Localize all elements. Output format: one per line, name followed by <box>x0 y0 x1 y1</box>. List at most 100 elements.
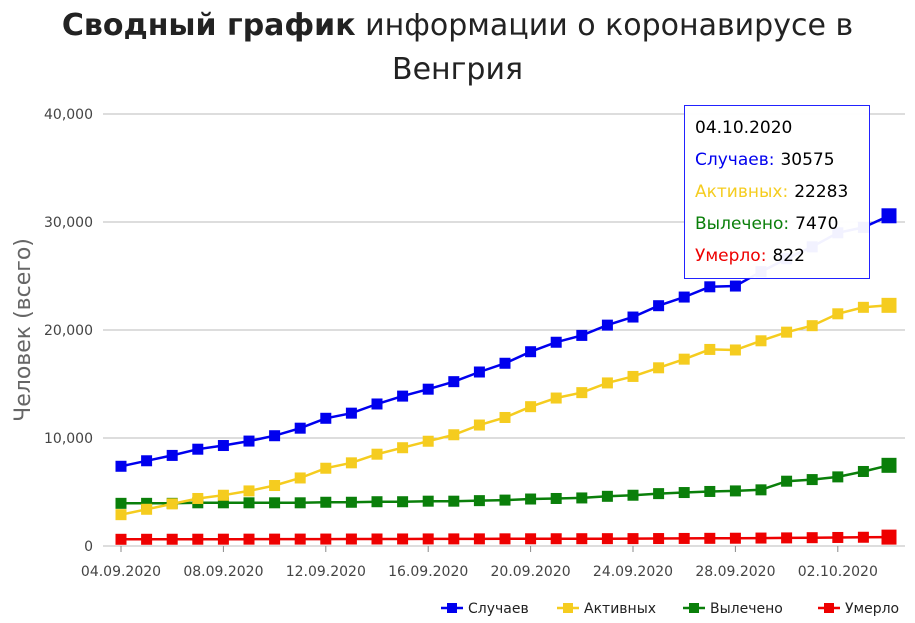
data-point-active[interactable] <box>499 411 511 423</box>
data-point-active[interactable] <box>448 429 460 441</box>
data-point-active[interactable] <box>881 297 897 313</box>
data-point-deaths[interactable] <box>781 532 793 544</box>
data-point-recovered[interactable] <box>397 496 409 508</box>
data-point-cases[interactable] <box>704 281 716 293</box>
data-point-active[interactable] <box>371 448 383 460</box>
data-point-deaths[interactable] <box>881 529 897 545</box>
data-point-active[interactable] <box>729 344 741 356</box>
data-point-active[interactable] <box>397 442 409 454</box>
data-point-deaths[interactable] <box>678 532 690 544</box>
data-point-recovered[interactable] <box>729 485 741 497</box>
data-point-active[interactable] <box>192 492 204 504</box>
data-point-deaths[interactable] <box>729 532 741 544</box>
data-point-cases[interactable] <box>371 398 383 410</box>
data-point-deaths[interactable] <box>141 533 153 545</box>
data-point-cases[interactable] <box>881 208 897 224</box>
data-point-active[interactable] <box>217 489 229 501</box>
data-point-cases[interactable] <box>217 440 229 452</box>
data-point-cases[interactable] <box>678 291 690 303</box>
data-point-deaths[interactable] <box>704 532 716 544</box>
data-point-active[interactable] <box>781 326 793 338</box>
data-point-active[interactable] <box>320 462 332 474</box>
data-point-deaths[interactable] <box>397 533 409 545</box>
data-point-active[interactable] <box>832 308 844 320</box>
data-point-recovered[interactable] <box>141 497 153 509</box>
data-point-recovered[interactable] <box>678 487 690 499</box>
data-point-active[interactable] <box>525 401 537 413</box>
data-point-recovered[interactable] <box>499 494 511 506</box>
data-point-cases[interactable] <box>294 422 306 434</box>
data-point-recovered[interactable] <box>269 497 281 509</box>
data-point-recovered[interactable] <box>448 495 460 507</box>
data-point-active[interactable] <box>576 387 588 399</box>
data-point-deaths[interactable] <box>243 533 255 545</box>
legend-item-deaths[interactable]: Умерло <box>818 601 899 617</box>
data-point-recovered[interactable] <box>525 493 537 505</box>
data-point-recovered[interactable] <box>601 490 613 502</box>
data-point-cases[interactable] <box>653 300 665 312</box>
legend-item-cases[interactable]: Случаев <box>441 601 529 617</box>
data-point-deaths[interactable] <box>576 533 588 545</box>
data-point-cases[interactable] <box>473 366 485 378</box>
data-point-recovered[interactable] <box>627 489 639 501</box>
data-point-recovered[interactable] <box>371 496 383 508</box>
data-point-recovered[interactable] <box>653 488 665 500</box>
data-point-active[interactable] <box>653 362 665 374</box>
data-point-deaths[interactable] <box>857 531 869 543</box>
data-point-active[interactable] <box>806 320 818 332</box>
data-point-deaths[interactable] <box>115 533 127 545</box>
data-point-cases[interactable] <box>397 390 409 402</box>
data-point-cases[interactable] <box>269 430 281 442</box>
data-point-active[interactable] <box>857 301 869 313</box>
data-point-recovered[interactable] <box>704 485 716 497</box>
data-point-deaths[interactable] <box>320 533 332 545</box>
data-point-deaths[interactable] <box>422 533 434 545</box>
data-point-cases[interactable] <box>448 376 460 388</box>
data-point-cases[interactable] <box>627 311 639 323</box>
data-point-deaths[interactable] <box>601 533 613 545</box>
data-point-recovered[interactable] <box>832 471 844 483</box>
data-point-deaths[interactable] <box>550 533 562 545</box>
data-point-cases[interactable] <box>166 449 178 461</box>
data-point-deaths[interactable] <box>499 533 511 545</box>
data-point-active[interactable] <box>601 377 613 389</box>
data-point-recovered[interactable] <box>115 497 127 509</box>
data-point-deaths[interactable] <box>832 531 844 543</box>
data-point-recovered[interactable] <box>550 492 562 504</box>
data-point-deaths[interactable] <box>653 533 665 545</box>
data-point-active[interactable] <box>345 457 357 469</box>
data-point-recovered[interactable] <box>345 496 357 508</box>
data-point-cases[interactable] <box>550 336 562 348</box>
data-point-deaths[interactable] <box>294 533 306 545</box>
data-point-cases[interactable] <box>243 435 255 447</box>
data-point-deaths[interactable] <box>473 533 485 545</box>
data-point-recovered[interactable] <box>217 497 229 509</box>
data-point-cases[interactable] <box>141 455 153 467</box>
data-point-deaths[interactable] <box>166 533 178 545</box>
data-point-cases[interactable] <box>729 280 741 292</box>
data-point-recovered[interactable] <box>243 497 255 509</box>
data-point-deaths[interactable] <box>806 532 818 544</box>
data-point-active[interactable] <box>294 472 306 484</box>
data-point-recovered[interactable] <box>320 496 332 508</box>
data-point-active[interactable] <box>115 509 127 521</box>
data-point-recovered[interactable] <box>881 457 897 473</box>
data-point-cases[interactable] <box>576 329 588 341</box>
data-point-deaths[interactable] <box>627 533 639 545</box>
data-point-recovered[interactable] <box>755 484 767 496</box>
data-point-deaths[interactable] <box>345 533 357 545</box>
data-point-cases[interactable] <box>192 443 204 455</box>
data-point-cases[interactable] <box>499 357 511 369</box>
data-point-active[interactable] <box>755 335 767 347</box>
data-point-recovered[interactable] <box>806 474 818 486</box>
data-point-deaths[interactable] <box>192 533 204 545</box>
data-point-recovered[interactable] <box>294 497 306 509</box>
data-point-active[interactable] <box>473 419 485 431</box>
data-point-deaths[interactable] <box>217 533 229 545</box>
data-point-deaths[interactable] <box>525 533 537 545</box>
data-point-deaths[interactable] <box>269 533 281 545</box>
data-point-recovered[interactable] <box>781 475 793 487</box>
data-point-recovered[interactable] <box>576 492 588 504</box>
data-point-deaths[interactable] <box>755 532 767 544</box>
legend-item-recovered[interactable]: Вылечено <box>683 601 783 617</box>
